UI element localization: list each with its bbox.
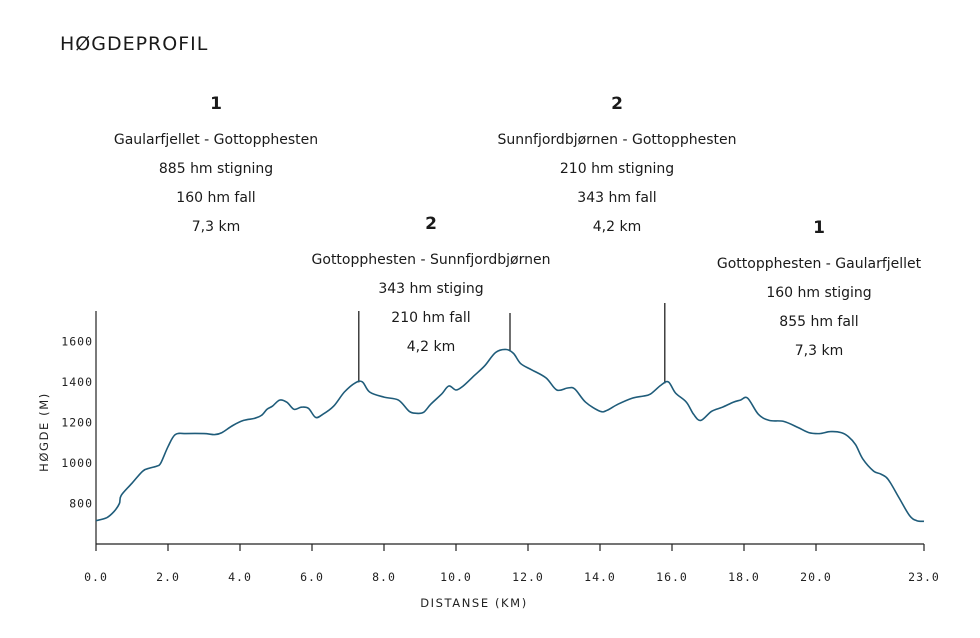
segment-distance: 4,2 km: [406, 339, 456, 355]
segment-name: Sunnfjordbjørnen - Gottopphesten: [497, 132, 737, 148]
segment-descent: 210 hm fall: [391, 310, 471, 326]
segment-distance: 7,3 km: [794, 343, 844, 359]
elevation-series-line: [95, 348, 925, 523]
y-tick-label: 800: [69, 496, 93, 510]
x-tick-label: 8.0: [372, 570, 396, 584]
segment-label-1: 1 Gaularfjellet - Gottopphesten 885 hm s…: [76, 94, 356, 242]
segment-distance: 7,3 km: [191, 219, 241, 235]
segment-number: 2: [425, 214, 437, 234]
x-tick-label: 12.0: [512, 570, 544, 584]
segment-ascent: 210 hm stigning: [559, 161, 675, 177]
segment-ascent: 160 hm stiging: [766, 285, 872, 301]
segment-number: 2: [611, 94, 623, 114]
segment-descent: 160 hm fall: [176, 190, 256, 206]
segment-name: Gaularfjellet - Gottopphesten: [113, 132, 319, 148]
segment-number: 1: [813, 218, 825, 238]
x-tick-label: 14.0: [584, 570, 616, 584]
y-tick-label: 1400: [61, 375, 93, 389]
x-tick-label: 23.0: [908, 570, 940, 584]
x-tick-label: 20.0: [800, 570, 832, 584]
x-tick-label: 0.0: [84, 570, 108, 584]
segment-descent: 343 hm fall: [577, 190, 657, 206]
x-tick-label: 16.0: [656, 570, 688, 584]
x-axis-title: DISTANSE (KM): [420, 596, 528, 610]
segment-ascent: 885 hm stigning: [158, 161, 274, 177]
x-tick-label: 4.0: [228, 570, 252, 584]
y-tick-label: 1000: [61, 456, 93, 470]
segment-label-2: 2 Gottopphesten - Sunnfjordbjørnen 343 h…: [291, 214, 571, 362]
segment-name: Gottopphesten - Sunnfjordbjørnen: [311, 252, 551, 268]
y-axis-title: HØGDE (M): [37, 392, 51, 472]
x-tick-label: 18.0: [728, 570, 760, 584]
segment-ascent: 343 hm stiging: [378, 281, 484, 297]
x-tick-label: 2.0: [156, 570, 180, 584]
y-tick-label: 1600: [61, 334, 93, 348]
segment-label-4: 1 Gottopphesten - Gaularfjellet 160 hm s…: [679, 218, 959, 366]
x-tick-label: 10.0: [440, 570, 472, 584]
x-tick-label: 6.0: [300, 570, 324, 584]
segment-descent: 855 hm fall: [779, 314, 859, 330]
segment-name: Gottopphesten - Gaularfjellet: [716, 256, 922, 272]
page-title: HØGDEPROFIL: [60, 33, 209, 55]
y-tick-label: 1200: [61, 415, 93, 429]
segment-number: 1: [210, 94, 222, 114]
segment-label-3: 2 Sunnfjordbjørnen - Gottopphesten 210 h…: [477, 94, 757, 242]
segment-distance: 4,2 km: [592, 219, 642, 235]
